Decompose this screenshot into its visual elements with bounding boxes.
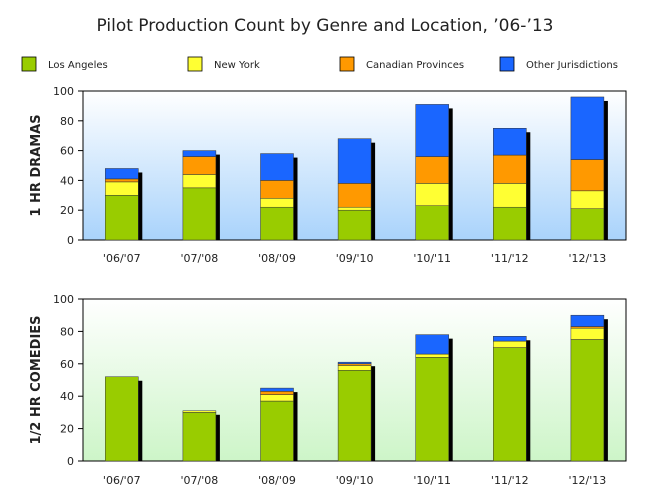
bar-los-angeles-10-11 [415, 205, 449, 241]
x-tick-label: '06/'07 [103, 252, 141, 265]
bar-new-york-09-10 [337, 365, 372, 371]
bar-los-angeles-07-08 [182, 187, 217, 241]
bar-los-angeles-07-08 [182, 412, 217, 462]
bar-los-angeles-09-10 [337, 209, 372, 241]
legend-label-canadian-provinces: Canadian Provinces [366, 60, 464, 71]
bar-other-jurisdictions-08-09 [260, 153, 294, 181]
x-tick-label: '07/'08 [181, 252, 219, 265]
bar-other-jurisdictions-10-11 [415, 334, 449, 355]
x-tick-label: '11/'12 [491, 474, 529, 487]
x-tick-label: '06/'07 [103, 474, 141, 487]
x-tick-label: '07/'08 [181, 474, 219, 487]
bar-los-angeles-09-10 [337, 370, 372, 462]
bar-los-angeles-12-13 [570, 208, 605, 241]
y-axis-label: 1/2 HR COMEDIES [29, 315, 44, 444]
y-tick-label: 40 [60, 390, 74, 403]
bar-canadian-provinces-08-09 [260, 180, 294, 199]
y-tick-label: 40 [60, 174, 74, 187]
y-tick-label: 100 [53, 293, 74, 306]
bar-canadian-provinces-06-07 [105, 178, 139, 183]
bar-canadian-provinces-12-13 [570, 159, 605, 192]
bar-los-angeles-11-12 [493, 347, 527, 462]
bar-canadian-provinces-07-08 [182, 156, 217, 175]
bar-other-jurisdictions-06-07 [105, 168, 139, 180]
y-tick-label: 20 [60, 423, 74, 436]
x-tick-label: '10/'11 [413, 252, 451, 265]
legend-swatch-new-york [187, 56, 203, 72]
bar-new-york-08-09 [260, 394, 294, 402]
bar-other-jurisdictions-12-13 [570, 96, 605, 160]
y-tick-label: 80 [60, 325, 74, 338]
bar-new-york-06-07 [105, 181, 139, 196]
bar-other-jurisdictions-07-08 [182, 150, 217, 157]
y-tick-label: 80 [60, 115, 74, 128]
bar-los-angeles-06-07 [105, 376, 139, 462]
x-tick-label: '09/'10 [336, 252, 374, 265]
bar-new-york-07-08 [182, 410, 217, 413]
bar-canadian-provinces-10-11 [415, 156, 449, 184]
x-tick-label: '08/'09 [258, 252, 296, 265]
legend: Los Angeles New York Canadian Provinces Oth… [21, 56, 618, 72]
bar-new-york-10-11 [415, 353, 449, 358]
bar-los-angeles-08-09 [260, 206, 294, 241]
y-tick-label: 100 [53, 85, 74, 98]
y-tick-label: 60 [60, 358, 74, 371]
bar-new-york-10-11 [415, 183, 449, 206]
bar-new-york-08-09 [260, 198, 294, 208]
bar-new-york-11-12 [493, 183, 527, 208]
y-tick-label: 0 [67, 455, 74, 468]
x-tick-label: '08/'09 [258, 474, 296, 487]
bar-new-york-11-12 [493, 340, 527, 348]
bar-new-york-12-13 [570, 327, 605, 340]
bar-new-york-09-10 [337, 206, 372, 211]
x-tick-label: '12/'13 [569, 474, 607, 487]
y-tick-label: 0 [67, 234, 74, 247]
legend-swatch-other-jurisdictions [499, 56, 515, 72]
y-tick-label: 60 [60, 145, 74, 158]
bar-new-york-12-13 [570, 190, 605, 209]
panel-comedies: 0 20 40 60 80 100 1/2 HR COMEDIES '06/'07 '07/'0… [29, 293, 627, 487]
bar-other-jurisdictions-10-11 [415, 104, 449, 157]
bar-other-jurisdictions-09-10 [337, 138, 372, 184]
bar-los-angeles-12-13 [570, 339, 605, 462]
legend-label-other-jurisdictions: Other Jurisdictions [526, 60, 618, 71]
bar-other-jurisdictions-11-12 [493, 336, 527, 342]
legend-label-los-angeles: Los Angeles [48, 60, 108, 71]
bar-canadian-provinces-11-12 [493, 154, 527, 184]
bar-los-angeles-08-09 [260, 400, 294, 462]
x-tick-label: '09/'10 [336, 474, 374, 487]
chart-title: Pilot Production Count by Genre and Loca… [97, 16, 554, 36]
bar-los-angeles-11-12 [493, 206, 527, 241]
bar-los-angeles-10-11 [415, 357, 449, 462]
bar-other-jurisdictions-08-09 [260, 387, 294, 392]
bar-los-angeles-06-07 [105, 195, 139, 241]
bar-other-jurisdictions-11-12 [493, 128, 527, 156]
y-tick-label: 20 [60, 204, 74, 217]
bar-other-jurisdictions-09-10 [337, 361, 372, 365]
legend-label-new-york: New York [214, 60, 260, 71]
bar-new-york-07-08 [182, 174, 217, 189]
bar-other-jurisdictions-12-13 [570, 314, 605, 327]
bar-canadian-provinces-09-10 [337, 183, 372, 208]
x-tick-label: '12/'13 [569, 252, 607, 265]
legend-swatch-canadian-provinces [339, 56, 355, 72]
bar-canadian-provinces-08-09 [260, 391, 294, 395]
y-axis-label: 1 HR DRAMAS [29, 114, 44, 216]
legend-swatch-los-angeles [21, 56, 37, 72]
x-tick-label: '10/'11 [413, 474, 451, 487]
x-tick-label: '11/'12 [491, 252, 529, 265]
panel-dramas: 0 20 40 60 80 100 1 HR DRAMAS '06/'07 '07/'08 '08… [29, 85, 627, 265]
